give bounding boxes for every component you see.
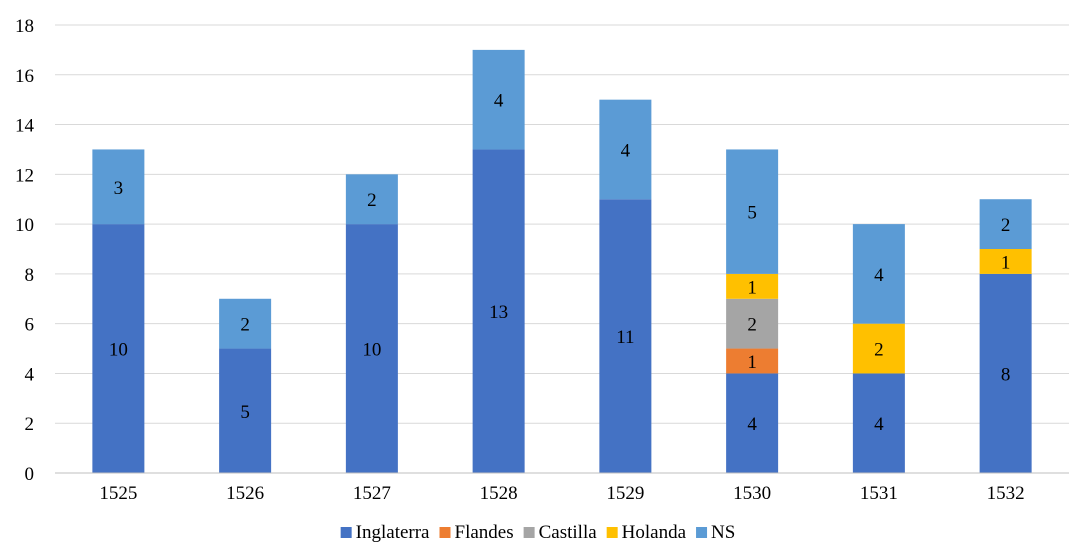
bars [92,49,1032,473]
legend-swatch [340,527,352,538]
y-tick-label: 14 [15,116,35,137]
legend-label: NS [711,522,735,543]
legend-item-ns: NS [696,522,735,543]
y-tick-label: 10 [15,215,34,236]
bar-segment-inglaterra [219,348,272,473]
legend: Inglaterra Flandes Castilla Holanda NS [340,522,735,543]
x-tick-label: 1529 [606,483,644,504]
bar-segment-inglaterra [726,373,779,473]
data-label: 3 [114,178,124,199]
y-tick-label: 4 [25,364,35,385]
x-tick-label: 1532 [987,483,1025,504]
y-tick-label: 12 [15,165,34,186]
data-label: 1 [747,277,757,298]
bar-segment-ns [92,149,145,225]
data-label: 8 [1001,364,1011,385]
bar-segment-inglaterra [852,373,905,473]
bar-segment-ns [979,199,1032,249]
y-tick-label: 0 [25,464,35,485]
legend-label: Inglaterra [356,522,430,543]
bar-segment-ns [599,99,652,200]
x-tick-label: 1531 [860,483,898,504]
y-axis: 0 2 4 6 8 10 12 14 16 18 [15,16,35,485]
y-tick-label: 18 [15,16,34,37]
data-label: 1 [1001,252,1011,273]
data-label: 4 [494,91,504,112]
x-tick-label: 1527 [353,483,391,504]
x-tick-label: 1530 [733,483,771,504]
legend-swatch [523,527,535,538]
legend-label: Castilla [539,522,598,543]
bar-segment-inglaterra [92,224,145,473]
data-label: 5 [240,402,250,423]
legend-item-holanda: Holanda [606,522,687,543]
legend-swatch [606,527,618,538]
data-label: 2 [874,340,884,361]
data-label: 11 [616,327,634,348]
legend-swatch [696,527,708,538]
bar-segment-castilla [726,298,779,349]
data-label: 5 [747,203,757,224]
data-label: 2 [747,315,757,336]
legend-label: Holanda [622,522,687,543]
y-tick-label: 2 [25,414,35,435]
bar-segment-ns [852,224,905,324]
bar-segment-ns [219,298,272,349]
x-tick-label: 1528 [480,483,518,504]
bar-segment-holanda [726,273,779,299]
bar-segment-ns [345,174,398,225]
bar-segment-inglaterra [345,224,398,473]
data-label: 4 [621,140,631,161]
data-label: 1 [747,352,757,373]
data-label: 13 [489,302,508,323]
data-label: 4 [747,414,757,435]
bar-segment-inglaterra [599,199,652,473]
bar-segment-ns [726,149,779,274]
x-axis: 1525 1526 1527 1528 1529 1530 1531 1532 [55,472,1069,504]
data-label: 2 [1001,215,1011,236]
x-tick-label: 1526 [226,483,264,504]
data-label: 2 [367,190,377,211]
data-label: 4 [874,265,884,286]
bar-segment-ns [472,49,525,150]
bar-segment-holanda [852,323,905,374]
y-tick-label: 8 [25,265,35,286]
legend-item-inglaterra: Inglaterra [340,522,430,543]
bar-segment-inglaterra [472,149,525,473]
legend-item-flandes: Flandes [439,522,514,543]
y-tick-label: 6 [25,315,35,336]
data-label: 10 [109,340,128,361]
data-label: 4 [874,414,884,435]
bar-segment-inglaterra [979,273,1032,473]
bar-segment-flandes [726,348,779,374]
legend-swatch [439,527,451,538]
legend-label: Flandes [455,522,514,543]
gridlines [55,24,1069,424]
x-tick-label: 1525 [99,483,137,504]
legend-item-castilla: Castilla [523,522,598,543]
bar-segment-holanda [979,249,1032,274]
data-label: 10 [362,340,381,361]
y-tick-label: 16 [15,66,34,87]
data-label: 2 [240,315,250,336]
